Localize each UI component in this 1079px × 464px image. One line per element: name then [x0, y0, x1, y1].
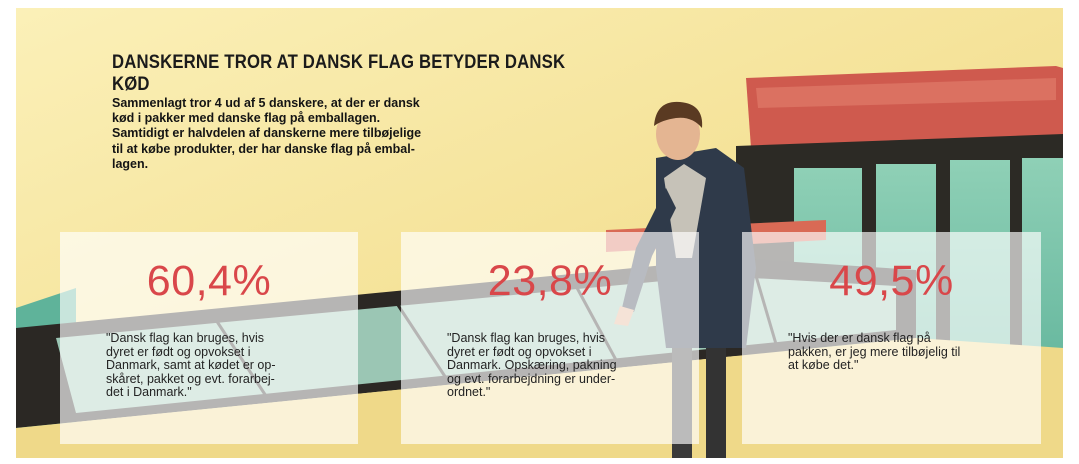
stat-quote: "Hvis der er dansk flag på pakken, er je…: [788, 331, 961, 373]
stat-quote: "Dansk flag kan bruges, hvis dyret er fø…: [447, 331, 617, 400]
stat-percentage: 49,5%: [829, 257, 954, 305]
stat-card: 23,8% "Dansk flag kan bruges, hvis dyret…: [401, 232, 699, 444]
stat-quote: "Dansk flag kan bruges, hvis dyret er fø…: [106, 331, 276, 400]
stat-card: 60,4% "Dansk flag kan bruges, hvis dyret…: [60, 232, 358, 444]
stat-card: 49,5% "Hvis der er dansk flag på pakken,…: [742, 232, 1041, 444]
infographic-title: DANSKERNE TROR AT DANSK FLAG BETYDER DAN…: [112, 52, 566, 95]
awning-highlight: [756, 78, 1056, 108]
stat-percentage: 60,4%: [146, 257, 272, 305]
intro-paragraph: Sammenlagt tror 4 ud af 5 danskere, at d…: [112, 96, 422, 171]
stat-percentage: 23,8%: [487, 257, 613, 305]
